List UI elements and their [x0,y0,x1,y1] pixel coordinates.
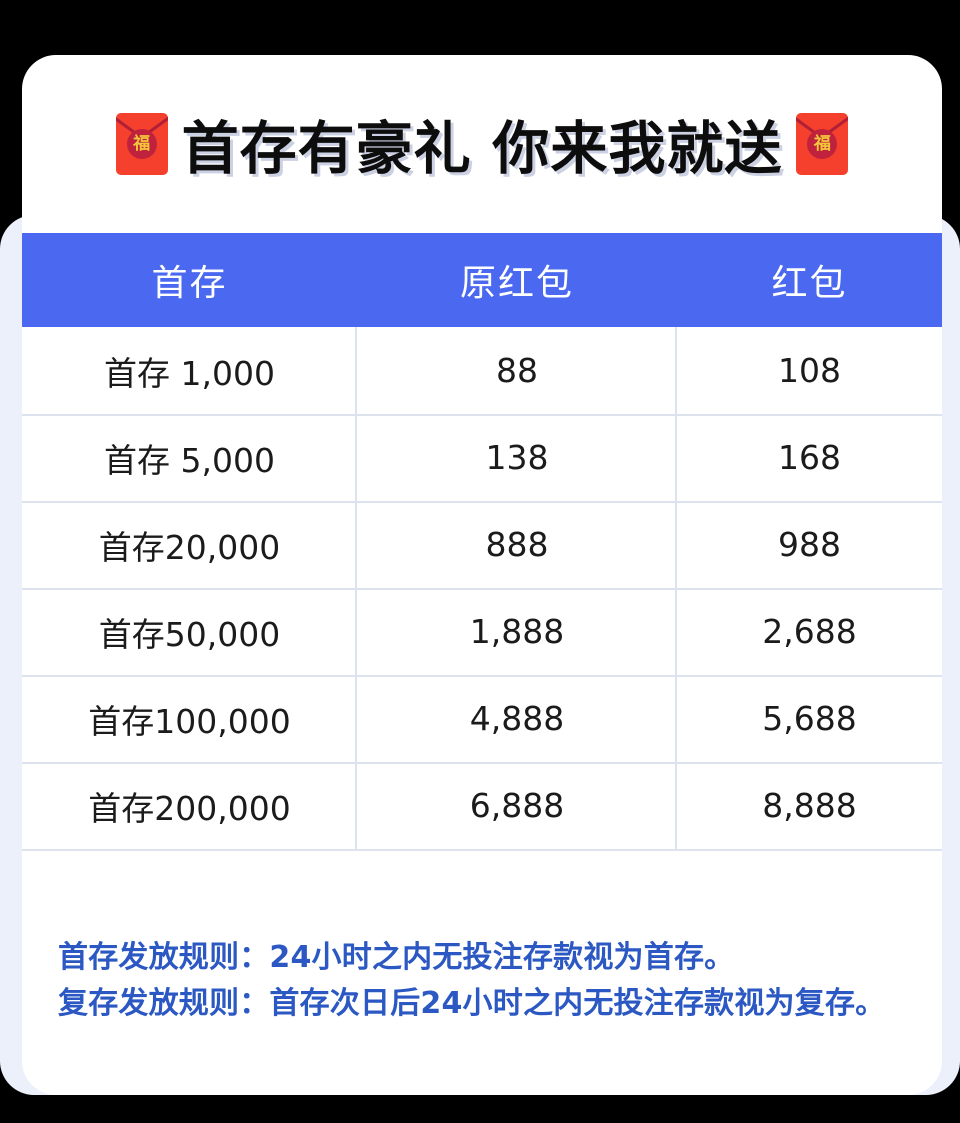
table-row: 首存 5,000 138 168 [22,414,942,501]
table-row: 首存200,000 6,888 8,888 [22,762,942,849]
column-header-deposit: 首存 [151,263,228,304]
cell-bonus: 2,688 [762,612,857,651]
cell-deposit-tier: 首存 5,000 [22,414,357,501]
cell-original-bonus: 4,888 [357,675,677,762]
promo-card: 福 首存有豪礼 你来我就送 福 首存 原红包 红包 首存 1,000 8 [22,55,942,1095]
cell-original-bonus: 888 [357,501,677,588]
fu-character-left: 福 [133,133,151,154]
envelope-seal: 福 [126,129,157,159]
rules-section: 首存发放规则：24小时之内无投注存款视为首存。 复存发放规则：首存次日后24小时… [58,935,918,1026]
cell-deposit-tier: 首存50,000 [22,588,357,675]
cell-original-bonus: 138 [357,414,677,501]
bonus-table: 首存 原红包 红包 首存 1,000 88 108 首存 5,000 138 1… [22,233,942,851]
page-title: 首存有豪礼 你来我就送 [181,116,783,182]
red-envelope-icon-right: 福 [796,113,849,175]
table-row: 首存 1,000 88 108 [22,327,942,414]
cell-original-bonus: 1,888 [357,588,677,675]
column-header-original-bonus: 原红包 [459,263,574,304]
column-header-bonus: 红包 [771,263,848,304]
cell-deposit-tier: 首存20,000 [22,501,357,588]
envelope-seal: 福 [807,129,838,159]
cell-bonus: 8,888 [762,786,857,825]
red-envelope-icon-left: 福 [115,113,168,175]
table-row: 首存100,000 4,888 5,688 [22,675,942,762]
cell-original-bonus: 88 [357,327,677,414]
repeat-deposit-rule: 复存发放规则：首存次日后24小时之内无投注存款视为复存。 [58,985,886,1021]
cell-bonus: 5,688 [762,699,857,738]
cell-deposit-tier: 首存200,000 [22,762,357,849]
title-banner: 福 首存有豪礼 你来我就送 福 [22,55,942,233]
cell-original-bonus: 6,888 [357,762,677,849]
table-row: 首存20,000 888 988 [22,501,942,588]
table-bottom-rule [22,849,942,851]
cell-deposit-tier: 首存100,000 [22,675,357,762]
fu-character-right: 福 [813,133,831,154]
cell-bonus: 168 [778,438,841,477]
table-header-row: 首存 原红包 红包 [22,233,942,327]
cell-bonus: 988 [778,525,841,564]
first-deposit-rule: 首存发放规则：24小时之内无投注存款视为首存。 [58,940,735,975]
cell-bonus: 108 [778,351,841,390]
table-row: 首存50,000 1,888 2,688 [22,588,942,675]
cell-deposit-tier: 首存 1,000 [22,327,357,414]
